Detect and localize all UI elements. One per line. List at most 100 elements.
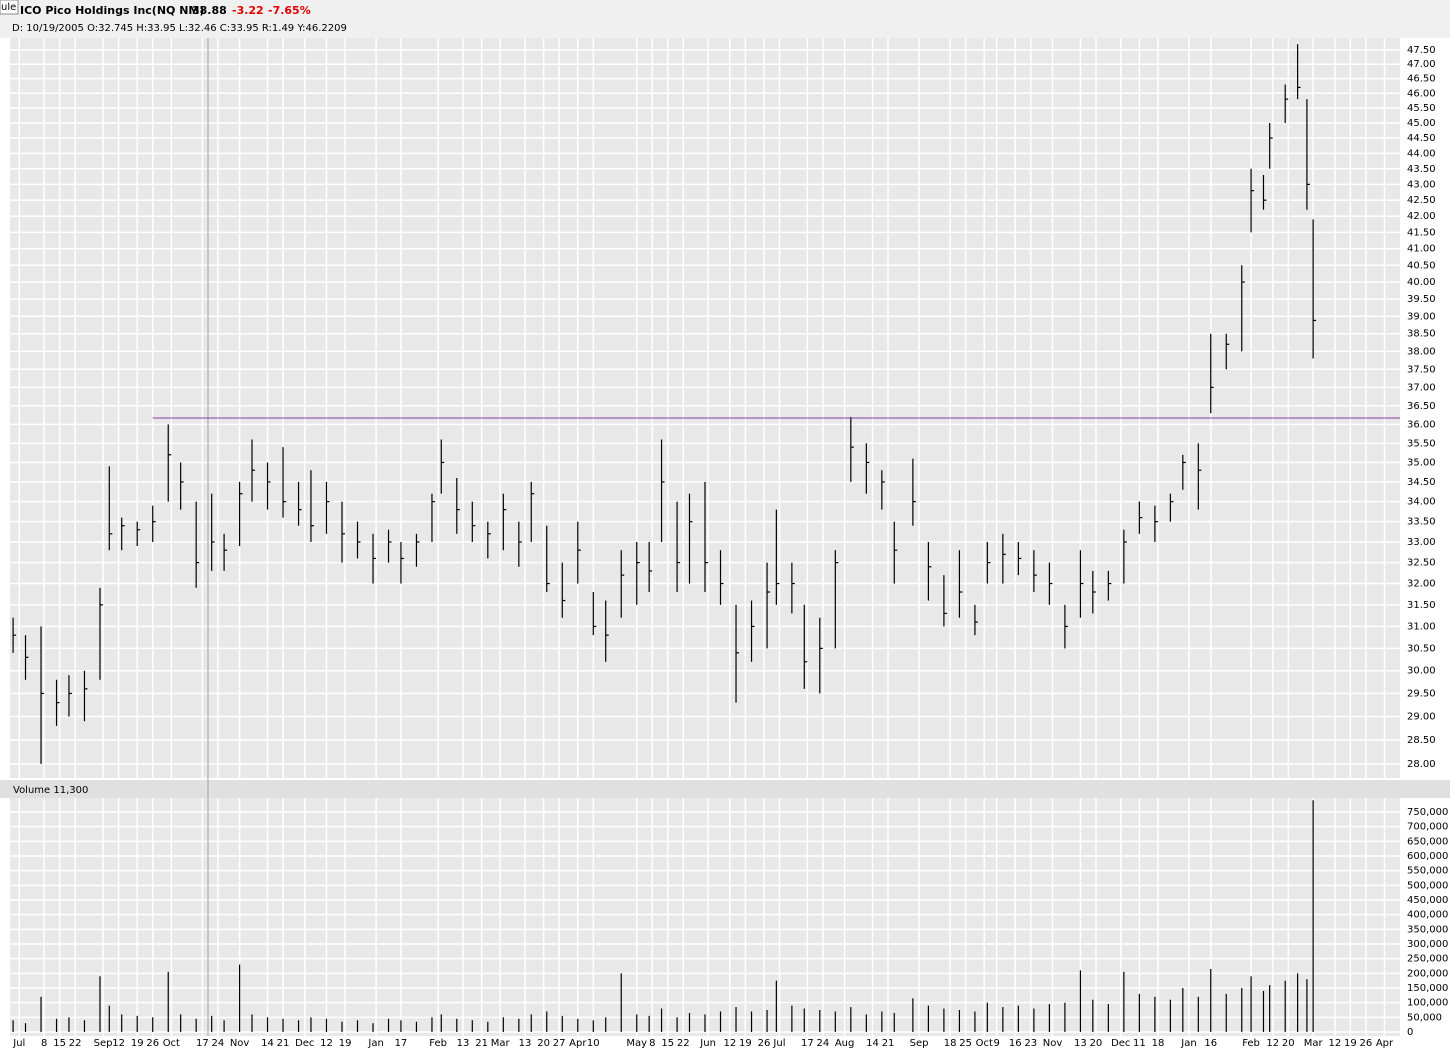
y-tick-label: 450,000	[1407, 895, 1448, 906]
x-tick-label: 22	[677, 1038, 690, 1049]
x-tick-label: 10	[587, 1038, 600, 1049]
x-tick-label: 21	[277, 1038, 290, 1049]
x-tick-label: 17	[196, 1038, 209, 1049]
y-tick-label: 200,000	[1407, 968, 1448, 979]
y-tick-label: 41.00	[1407, 244, 1436, 255]
y-tick-label: 28.50	[1407, 735, 1436, 746]
y-tick-label: 31.00	[1407, 621, 1436, 632]
x-tick-label: 20	[537, 1038, 550, 1049]
x-tick-label: Dec	[295, 1038, 314, 1049]
x-tick-label: 26	[758, 1038, 771, 1049]
y-tick-label: 29.50	[1407, 688, 1436, 699]
y-tick-label: 35.50	[1407, 438, 1436, 449]
y-tick-label: 40.00	[1407, 277, 1436, 288]
x-tick-label: 17	[801, 1038, 814, 1049]
x-tick-label: Oct	[976, 1038, 993, 1049]
y-tick-label: 42.00	[1407, 211, 1436, 222]
x-tick-label: Jan	[1180, 1038, 1196, 1049]
x-tick-label: 14	[261, 1038, 274, 1049]
x-tick-label: 21	[882, 1038, 895, 1049]
y-tick-label: 37.00	[1407, 382, 1436, 393]
y-tick-label: 42.50	[1407, 195, 1436, 206]
x-tick-label: 15	[661, 1038, 674, 1049]
x-tick-label: 27	[553, 1038, 566, 1049]
x-tick-label: 16	[1009, 1038, 1022, 1049]
x-tick-label: 15	[53, 1038, 66, 1049]
y-tick-label: 30.50	[1407, 643, 1436, 654]
x-tick-label: 12	[1266, 1038, 1279, 1049]
y-tick-label: 250,000	[1407, 954, 1448, 965]
x-tick-label: Jul	[772, 1038, 785, 1049]
y-tick-label: 43.00	[1407, 179, 1436, 190]
y-tick-label: 300,000	[1407, 939, 1448, 950]
y-tick-label: 37.50	[1407, 364, 1436, 375]
x-tick-label: Mar	[1304, 1038, 1324, 1049]
y-tick-label: 46.50	[1407, 74, 1436, 85]
y-tick-label: 35.00	[1407, 457, 1436, 468]
x-tick-label: 23	[1024, 1038, 1037, 1049]
y-tick-label: 47.00	[1407, 59, 1436, 70]
y-tick-label: 0	[1407, 1027, 1413, 1038]
x-tick-label: 13	[519, 1038, 532, 1049]
x-tick-label: 12	[723, 1038, 736, 1049]
x-tick-label: 26	[146, 1038, 159, 1049]
y-tick-label: 350,000	[1407, 924, 1448, 935]
x-tick-label: 14	[866, 1038, 879, 1049]
x-tick-label: Apr	[1376, 1038, 1394, 1049]
x-tick-label: 11	[1133, 1038, 1146, 1049]
x-tick-label: 18	[1152, 1038, 1165, 1049]
y-tick-label: 500,000	[1407, 880, 1448, 891]
price-change: -3.22	[232, 4, 264, 17]
volume-panel	[10, 798, 1400, 1036]
y-tick-label: 29.00	[1407, 712, 1436, 723]
tab[interactable]	[0, 0, 19, 15]
y-tick-label: 100,000	[1407, 998, 1448, 1009]
y-tick-label: 650,000	[1407, 836, 1448, 847]
x-tick-label: Sep	[94, 1038, 113, 1049]
y-tick-label: 43.50	[1407, 164, 1436, 175]
header-bg	[0, 0, 1450, 38]
x-tick-label: Jun	[699, 1038, 716, 1049]
x-tick-label: 12	[1328, 1038, 1341, 1049]
tab-label[interactable]: ule	[1, 2, 16, 13]
x-tick-label: 24	[212, 1038, 225, 1049]
x-tick-label: Oct	[163, 1038, 180, 1049]
x-tick-label: 16	[1204, 1038, 1217, 1049]
x-tick-label: Feb	[429, 1038, 447, 1049]
y-tick-label: 28.00	[1407, 759, 1436, 770]
y-tick-label: 38.00	[1407, 346, 1436, 357]
y-tick-label: 36.50	[1407, 401, 1436, 412]
x-tick-label: May	[626, 1038, 647, 1049]
y-tick-label: 40.50	[1407, 260, 1436, 271]
x-tick-label: 12	[320, 1038, 333, 1049]
x-tick-label: 8	[41, 1038, 47, 1049]
x-tick-label: 20	[1282, 1038, 1295, 1049]
x-tick-label: 20	[1090, 1038, 1103, 1049]
y-tick-label: 39.50	[1407, 294, 1436, 305]
price-panel	[10, 38, 1400, 778]
y-tick-label: 44.50	[1407, 133, 1436, 144]
y-tick-label: 32.00	[1407, 579, 1436, 590]
y-tick-label: 31.50	[1407, 600, 1436, 611]
y-tick-label: 38.50	[1407, 329, 1436, 340]
bar-info: D: 10/19/2005 O:32.745 H:33.95 L:32.46 C…	[12, 23, 347, 34]
x-tick-label: Nov	[1043, 1038, 1063, 1049]
x-tick-label: 9	[993, 1038, 999, 1049]
y-tick-label: 45.50	[1407, 103, 1436, 114]
x-tick-label: Jan	[367, 1038, 383, 1049]
x-tick-label: 19	[131, 1038, 144, 1049]
y-tick-label: 600,000	[1407, 851, 1448, 862]
y-tick-label: 39.00	[1407, 311, 1436, 322]
y-tick-label: 33.00	[1407, 537, 1436, 548]
x-tick-label: Sep	[910, 1038, 929, 1049]
symbol-title: ICO Pico Holdings Inc(NQ NM)	[20, 4, 204, 17]
x-tick-label: Apr	[569, 1038, 587, 1049]
y-tick-label: 44.00	[1407, 148, 1436, 159]
y-tick-label: 30.00	[1407, 666, 1436, 677]
x-tick-label: 19	[339, 1038, 352, 1049]
x-tick-label: Mar	[491, 1038, 511, 1049]
x-tick-label: Jul	[12, 1038, 25, 1049]
y-tick-label: 400,000	[1407, 910, 1448, 921]
y-tick-label: 32.50	[1407, 558, 1436, 569]
